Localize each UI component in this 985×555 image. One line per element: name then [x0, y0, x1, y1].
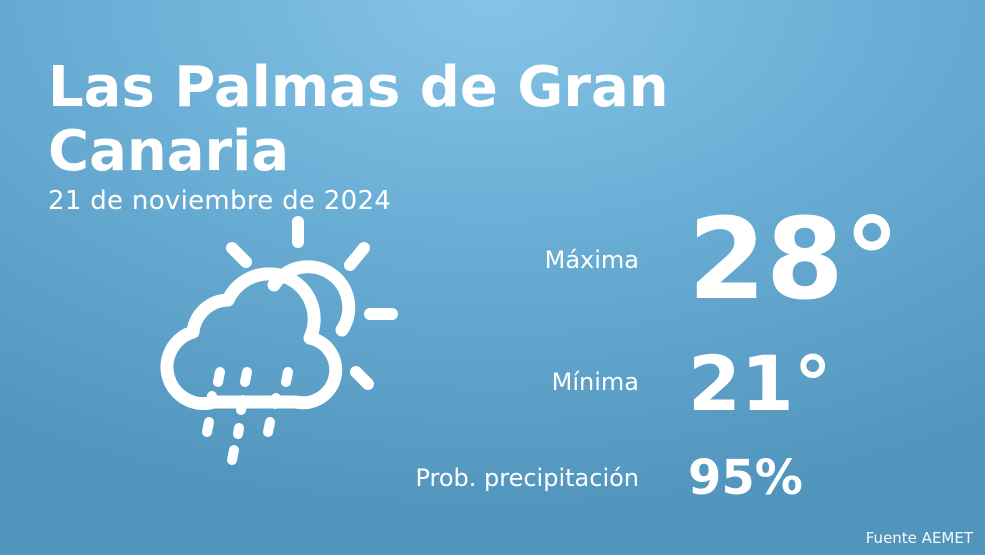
min-temp-value: 21° — [688, 339, 832, 428]
source-credit: Fuente AEMET — [865, 529, 973, 547]
city-name-line-2: Canaria — [48, 119, 290, 184]
max-temp-label: Máxima — [544, 246, 639, 274]
precipitation-label: Prob. precipitación — [415, 464, 639, 492]
date-text: 21 de noviembre de 2024 — [48, 186, 392, 216]
city-name-line-1: Las Palmas de Gran — [48, 55, 669, 120]
precipitation-value: 95% — [688, 450, 803, 506]
city-name: Las Palmas de Gran Canaria — [48, 56, 748, 184]
max-temp-value: 28° — [688, 195, 900, 325]
min-temp-label: Mínima — [551, 368, 639, 396]
partly-cloudy-rain-icon — [160, 216, 398, 465]
